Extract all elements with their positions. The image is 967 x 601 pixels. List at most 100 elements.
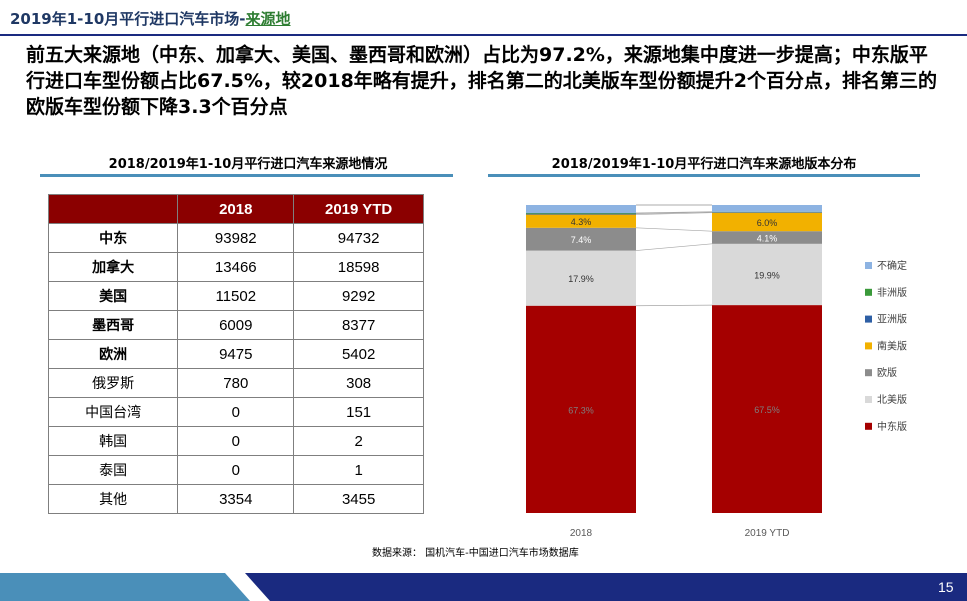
legend-label: 亚洲版 xyxy=(877,313,907,326)
table-row: 加拿大 13466 18598 xyxy=(47,252,424,282)
row-source-name: 欧洲 xyxy=(47,339,179,369)
table-row: 美国 11502 9292 xyxy=(47,281,424,311)
page-number: 15 xyxy=(938,579,954,595)
bar-segment xyxy=(526,213,636,215)
legend-swatch xyxy=(865,396,872,403)
data-label: 67.5% xyxy=(754,405,780,415)
stacked-bar-chart: 67.3% 17.9% 7.4% 4.3% 2018 67.5% 19.9% 4.1% 6.0%… xyxy=(526,204,907,539)
series-connector-line xyxy=(635,304,713,307)
legend-label: 北美版 xyxy=(877,393,907,406)
slide-header: 2019年1-10月平行进口汽车市场-来源地 xyxy=(10,8,291,29)
legend-swatch xyxy=(865,422,872,430)
table-title-underline xyxy=(40,174,453,177)
row-source-name: 韩国 xyxy=(47,426,179,456)
row-value-2018: 780 xyxy=(177,368,295,398)
series-connector-line xyxy=(635,212,713,215)
row-value-2019: 9292 xyxy=(293,281,424,311)
table-row: 其他 3354 3455 xyxy=(47,484,424,514)
table-header-row: 2018 2019 YTD xyxy=(47,194,424,224)
row-value-2019: 308 xyxy=(293,368,424,398)
headline-text: 前五大来源地（中东、加拿大、美国、墨西哥和欧洲）占比为97.2%，来源地集中度进… xyxy=(26,44,938,118)
legend-swatch xyxy=(865,288,872,296)
data-label: 4.1% xyxy=(757,233,778,243)
row-source-name: 中国台湾 xyxy=(47,397,179,427)
legend-swatch xyxy=(865,369,872,377)
bar-segment xyxy=(712,231,822,244)
row-value-2019: 5402 xyxy=(293,339,424,369)
source-table: 2018 2019 YTD 中东 93982 94732 加拿大 13466 18598 美… xyxy=(47,194,424,514)
x-tick-label: 2019 YTD xyxy=(745,528,790,539)
series-connector-line xyxy=(635,211,713,214)
series-connector-line xyxy=(635,227,713,232)
row-source-name: 美国 xyxy=(47,281,179,311)
x-tick-label: 2018 xyxy=(570,528,593,539)
bar-segment xyxy=(526,305,636,513)
table-row: 欧洲 9475 5402 xyxy=(47,339,424,369)
table-header-cell xyxy=(47,194,179,224)
legend-label: 中东版 xyxy=(877,420,907,433)
row-value-2018: 9475 xyxy=(177,339,295,369)
row-source-name: 中东 xyxy=(47,223,179,253)
legend-swatch xyxy=(865,315,872,323)
bar-segment xyxy=(526,250,636,306)
row-source-name: 其他 xyxy=(47,484,179,514)
row-value-2019: 1 xyxy=(293,455,424,485)
table-row: 中东 93982 94732 xyxy=(47,223,424,253)
data-label: 6.0% xyxy=(757,218,778,228)
row-value-2019: 151 xyxy=(293,397,424,427)
row-value-2018: 0 xyxy=(177,455,295,485)
row-value-2018: 3354 xyxy=(177,484,295,514)
table-row: 泰国 0 1 xyxy=(47,455,424,485)
row-value-2018: 6009 xyxy=(177,310,295,340)
chart-title-underline xyxy=(488,174,920,177)
series-connector-line xyxy=(635,211,713,214)
bar-segment xyxy=(712,212,822,213)
header-divider xyxy=(0,34,967,36)
legend-label: 南美版 xyxy=(877,339,907,352)
bar-segment xyxy=(712,305,822,513)
row-value-2019: 8377 xyxy=(293,310,424,340)
row-value-2018: 93982 xyxy=(177,223,295,253)
row-value-2019: 2 xyxy=(293,426,424,456)
table-header-cell: 2018 xyxy=(177,194,295,224)
bar-segment xyxy=(526,205,636,214)
table-row: 俄罗斯 780 308 xyxy=(47,368,424,398)
footer-dark-band xyxy=(245,573,967,601)
bar-segment xyxy=(526,213,636,214)
table-row: 韩国 0 2 xyxy=(47,426,424,456)
legend-swatch xyxy=(865,342,872,350)
row-value-2018: 11502 xyxy=(177,281,295,311)
data-label: 19.9% xyxy=(754,270,780,280)
bar-segment xyxy=(712,212,822,232)
data-source: 数据来源： 国机汽车-中国进口汽车市场数据库 xyxy=(372,548,579,559)
legend-label: 不确定 xyxy=(877,259,907,272)
table-row: 墨西哥 6009 8377 xyxy=(47,310,424,340)
legend-label: 非洲版 xyxy=(877,286,907,299)
row-value-2019: 18598 xyxy=(293,252,424,282)
legend-label: 欧版 xyxy=(877,366,897,379)
row-value-2018: 13466 xyxy=(177,252,295,282)
header-title: 2019年1-10月平行进口汽车市场- xyxy=(10,10,246,28)
table-row: 中国台湾 0 151 xyxy=(47,397,424,427)
bar-segment xyxy=(712,205,822,212)
footer-bar xyxy=(0,573,967,601)
data-label: 4.3% xyxy=(571,217,592,227)
footer-light-band xyxy=(0,573,250,601)
series-connector-line xyxy=(635,243,713,251)
data-label: 17.9% xyxy=(568,274,594,284)
bar-segment xyxy=(712,243,822,306)
row-value-2018: 0 xyxy=(177,426,295,456)
legend-swatch xyxy=(865,262,872,269)
row-source-name: 墨西哥 xyxy=(47,310,179,340)
row-source-name: 泰国 xyxy=(47,455,179,485)
table-title: 2018/2019年1-10月平行进口汽车来源地情况 xyxy=(108,157,388,172)
bar-segment xyxy=(526,227,636,251)
chart-title: 2018/2019年1-10月平行进口汽车来源地版本分布 xyxy=(551,157,857,172)
data-label: 67.3% xyxy=(568,405,594,415)
header-highlight: 来源地 xyxy=(245,10,291,28)
row-value-2018: 0 xyxy=(177,397,295,427)
row-source-name: 俄罗斯 xyxy=(47,368,179,398)
table-header-cell: 2019 YTD xyxy=(293,194,424,224)
row-value-2019: 94732 xyxy=(293,223,424,253)
bar-segment xyxy=(526,214,636,228)
